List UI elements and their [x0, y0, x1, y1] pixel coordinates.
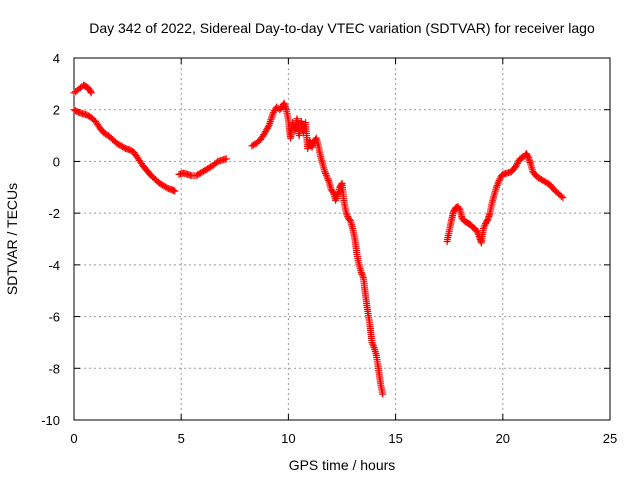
- data-point: [495, 178, 503, 186]
- plot-frame: [73, 57, 611, 421]
- data-point: [262, 127, 270, 135]
- y-tick-label: -6: [48, 310, 60, 325]
- data-point: [359, 272, 367, 280]
- data-point: [513, 161, 521, 169]
- y-tick-label: -10: [41, 413, 60, 428]
- data-point: [455, 204, 463, 212]
- x-tick-label: 20: [496, 431, 510, 446]
- data-point: [480, 223, 488, 231]
- data-point: [261, 129, 269, 137]
- data-point: [322, 169, 330, 177]
- data-point: [342, 209, 350, 217]
- y-tick-label: 0: [53, 154, 60, 169]
- data-point: [514, 158, 522, 166]
- y-axis-label: SDTVAR / TECUs: [4, 183, 20, 295]
- series-segment-b: [70, 106, 179, 195]
- data-point: [512, 163, 520, 171]
- x-tick-label: 15: [388, 431, 402, 446]
- data-point: [473, 227, 481, 235]
- data-point: [308, 143, 316, 151]
- data-point: [480, 225, 488, 233]
- axis-ticks: 0 5 10 15 20 25 -10 -8 -6 -4 -2 0 2 4: [41, 51, 617, 446]
- data-point: [324, 176, 332, 184]
- data-point: [268, 114, 276, 122]
- chart-title: Day 342 of 2022, Sidereal Day-to-day VTE…: [89, 20, 595, 36]
- data-point: [171, 187, 179, 195]
- y-tick-label: 2: [53, 103, 60, 118]
- data-point: [346, 216, 354, 224]
- data-point: [343, 211, 351, 219]
- data-point: [513, 159, 521, 167]
- data-point: [358, 270, 366, 278]
- data-point: [492, 183, 500, 191]
- data-point: [369, 342, 377, 350]
- x-tick-label: 0: [70, 431, 77, 446]
- data-point: [368, 338, 376, 346]
- data-point: [328, 187, 336, 195]
- data-point: [337, 181, 345, 189]
- y-tick-label: -2: [48, 206, 60, 221]
- x-tick-label: 10: [281, 431, 295, 446]
- data-point: [357, 269, 365, 277]
- y-tick-label: -8: [48, 361, 60, 376]
- x-tick-label: 25: [603, 431, 617, 446]
- data-points: [70, 81, 567, 398]
- data-point: [332, 196, 340, 204]
- x-axis-label: GPS time / hours: [289, 457, 396, 473]
- series-segment-a: [70, 81, 95, 97]
- data-point: [557, 192, 565, 200]
- data-point: [332, 194, 340, 202]
- data-point: [322, 171, 330, 179]
- data-point: [369, 340, 377, 348]
- data-point: [333, 193, 341, 201]
- data-point: [263, 126, 271, 134]
- data-point: [323, 173, 331, 181]
- data-point: [321, 168, 329, 176]
- series-segment-c: [175, 155, 230, 180]
- data-point: [264, 123, 272, 131]
- series-segment-d: [248, 99, 387, 398]
- data-point: [379, 390, 387, 398]
- data-point: [87, 89, 95, 97]
- data-point: [481, 221, 489, 229]
- data-point: [267, 116, 275, 124]
- data-point: [493, 182, 501, 190]
- data-point: [222, 155, 230, 163]
- data-point: [263, 124, 271, 132]
- data-point: [495, 176, 503, 184]
- x-tick-label: 5: [178, 431, 185, 446]
- data-point: [324, 175, 332, 183]
- data-point: [170, 187, 178, 195]
- y-tick-label: 4: [53, 51, 60, 66]
- data-point: [559, 194, 567, 202]
- series-segment-e: [443, 150, 567, 247]
- grid: [74, 58, 610, 420]
- data-point: [494, 180, 502, 188]
- y-tick-label: -4: [48, 258, 60, 273]
